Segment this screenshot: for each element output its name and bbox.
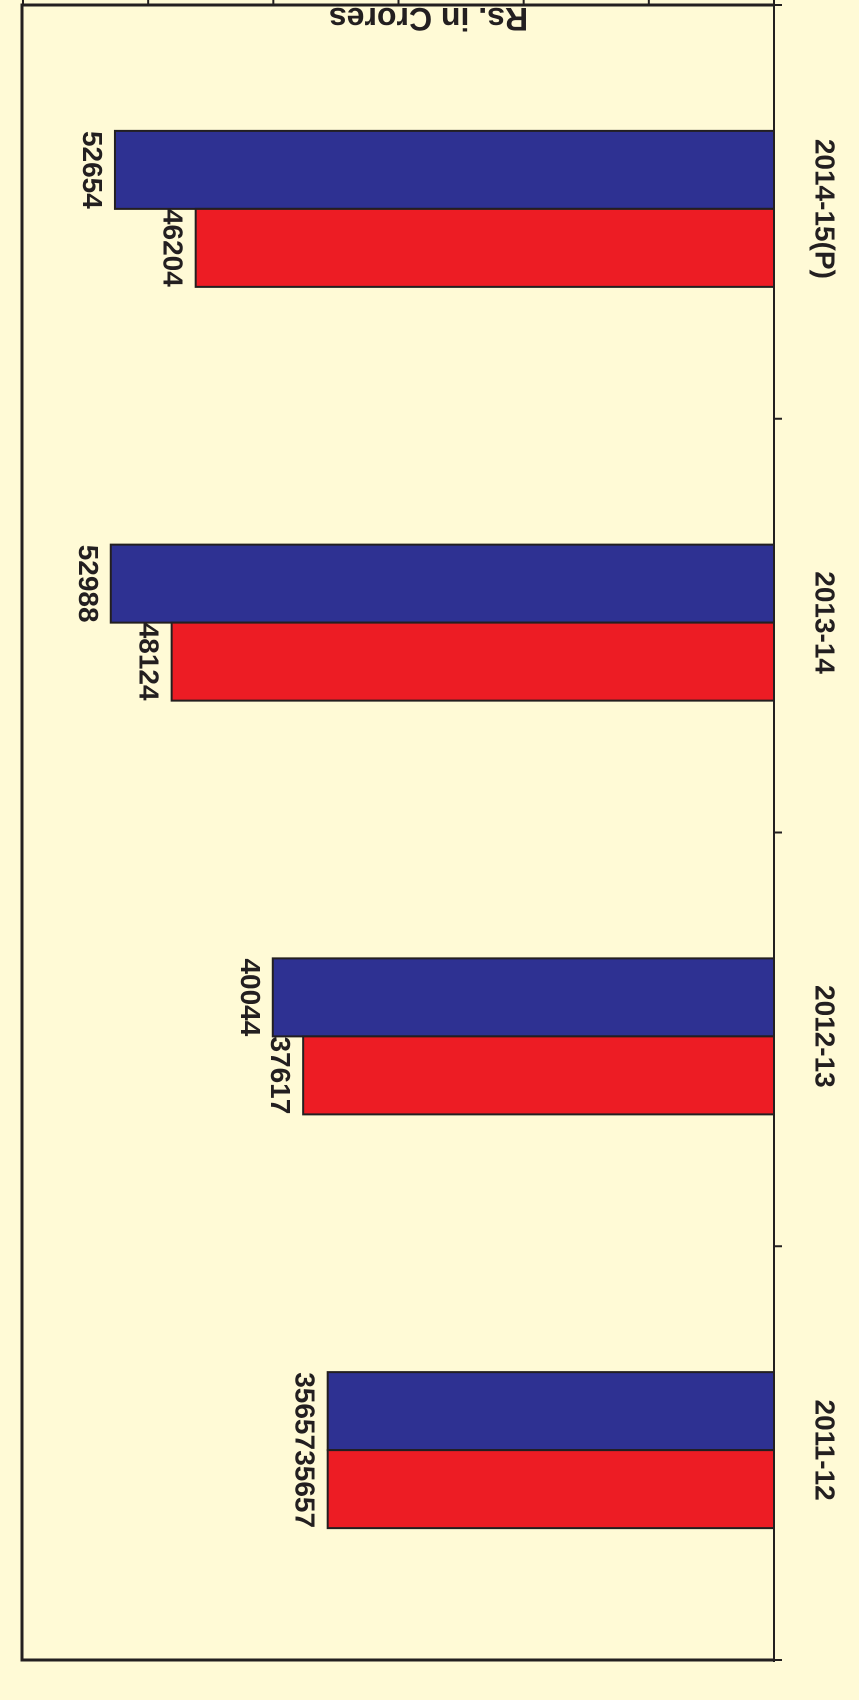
bar [271,957,775,1038]
bar [194,207,775,288]
bar [326,1371,775,1452]
bar [113,129,775,210]
data-label: 46204 [158,209,189,287]
category-label: 2012-13 [810,985,841,1088]
data-label: 40044 [235,958,266,1036]
data-label: 37617 [265,1036,296,1114]
category-label: 2013-14 [810,571,841,674]
category-label: 2011-12 [810,1400,841,1501]
data-label: 52988 [73,545,104,623]
data-label: 35657 [290,1450,321,1528]
category-label: 2014-15(P) [810,139,841,279]
bar [302,1035,775,1116]
bar [109,543,775,624]
data-label: 52654 [77,131,108,209]
data-label: 35657 [290,1372,321,1450]
bar [326,1449,775,1530]
bar [170,621,775,702]
y-axis-title: Rs. in Crores [329,1,528,37]
data-label: 48124 [134,623,165,701]
